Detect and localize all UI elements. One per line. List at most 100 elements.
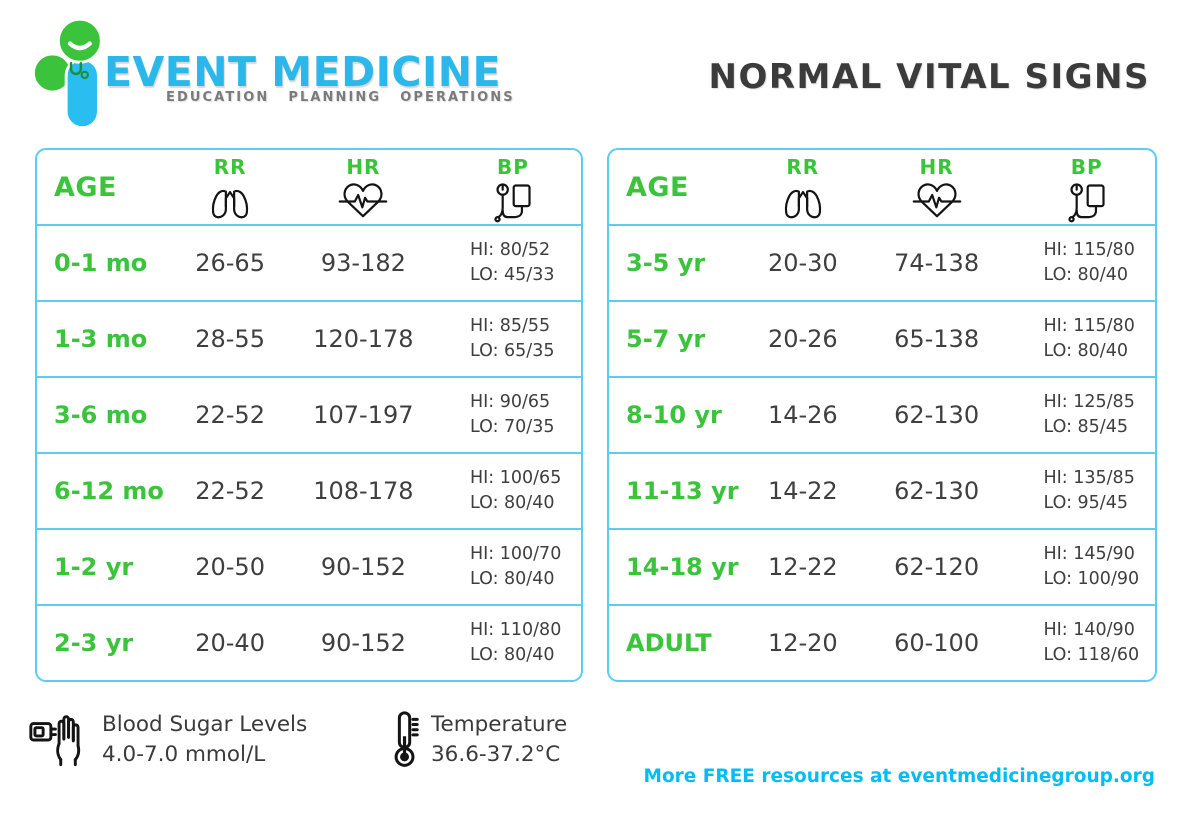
bp-lo-value: LO: 70/35	[469, 417, 555, 437]
bp-column-header: BP	[1018, 150, 1155, 224]
page-title: NORMAL VITAL SIGNS	[708, 57, 1150, 97]
age-column-header: AGE	[626, 171, 690, 203]
hr-cell: 62-130	[894, 477, 980, 505]
bp-hi-value: HI: 115/80	[1043, 316, 1135, 337]
bp-hi-value: HI: 85/55	[469, 316, 551, 337]
table-header: AGE RR HR BP	[37, 150, 581, 224]
bp-hi-value: HI: 110/80	[469, 620, 562, 641]
table-body: 0-1 mo 26-65 93-182 HI: 80/52 LO: 45/33 …	[37, 224, 581, 680]
hr-cell: 62-130	[894, 401, 980, 429]
rr-cell: 28-55	[195, 325, 265, 353]
bp-hi-value: HI: 90/65	[469, 392, 551, 413]
bp-cell: HI: 125/85 LO: 85/45	[1018, 390, 1155, 440]
hr-cell: 60-100	[894, 629, 980, 657]
blood-sugar-legend: Blood Sugar Levels 4.0-7.0 mmol/L	[29, 710, 307, 770]
table-header: AGE RR HR BP	[609, 150, 1155, 224]
hr-cell: 90-152	[320, 553, 406, 581]
age-column-header: AGE	[54, 171, 118, 203]
hr-cell: 74-138	[894, 249, 980, 277]
vitals-tables: AGE RR HR BP	[35, 148, 1157, 682]
vitals-table-children-adults: AGE RR HR BP	[607, 148, 1157, 682]
table-row: 3-6 mo 22-52 107-197 HI: 90/65 LO: 70/35	[37, 376, 581, 452]
table-row: 2-3 yr 20-40 90-152 HI: 110/80 LO: 80/40	[37, 604, 581, 680]
hr-column-header: HR	[282, 150, 445, 224]
bp-lo-value: LO: 80/40	[469, 569, 555, 589]
age-cell: 2-3 yr	[54, 629, 134, 657]
bp-lo-value: LO: 100/90	[1043, 569, 1140, 589]
hr-cell: 107-197	[313, 401, 414, 429]
lungs-icon	[784, 189, 821, 219]
rr-cell: 14-26	[767, 401, 838, 429]
bp-lo-value: LO: 85/45	[1043, 417, 1128, 437]
glucometer-hand-icon	[29, 715, 81, 767]
tagline-word-operations: OPERATIONS	[400, 90, 515, 105]
bp-lo-value: LO: 118/60	[1043, 645, 1140, 665]
bp-lo-value: LO: 80/40	[1043, 341, 1128, 361]
temperature-range: 36.6-37.2°C	[431, 742, 561, 768]
blood-pressure-icon	[1068, 183, 1105, 223]
age-cell: 0-1 mo	[54, 249, 148, 277]
table-row: 6-12 mo 22-52 108-178 HI: 100/65 LO: 80/…	[37, 452, 581, 528]
rr-cell: 12-22	[767, 553, 838, 581]
hr-cell: 65-138	[894, 325, 980, 353]
rr-cell: 12-20	[767, 629, 838, 657]
bp-hi-value: HI: 100/65	[469, 468, 562, 489]
bp-hi-value: HI: 115/80	[1043, 240, 1135, 261]
brand-logo: EVENT MEDICINE EDUCATION PLANNING OPERAT…	[28, 12, 515, 132]
rr-cell: 14-22	[767, 477, 838, 505]
hr-cell: 90-152	[320, 629, 406, 657]
thermometer-icon	[394, 711, 419, 767]
rr-cell: 20-30	[767, 249, 838, 277]
table-row: 3-5 yr 20-30 74-138 HI: 115/80 LO: 80/40	[609, 224, 1155, 300]
bp-lo-value: LO: 45/33	[469, 265, 555, 285]
bp-cell: HI: 140/90 LO: 118/60	[1018, 618, 1155, 668]
rr-cell: 22-52	[195, 401, 265, 429]
bp-hi-value: HI: 125/85	[1043, 392, 1135, 413]
event-medicine-logo-icon	[31, 17, 103, 130]
table-row: 14-18 yr 12-22 62-120 HI: 145/90 LO: 100…	[609, 528, 1155, 604]
hr-cell: 120-178	[313, 325, 414, 353]
table-body: 3-5 yr 20-30 74-138 HI: 115/80 LO: 80/40…	[609, 224, 1155, 680]
bp-cell: HI: 115/80 LO: 80/40	[1018, 314, 1155, 364]
table-row: 5-7 yr 20-26 65-138 HI: 115/80 LO: 80/40	[609, 300, 1155, 376]
age-cell: 8-10 yr	[626, 401, 722, 429]
bp-cell: HI: 145/90 LO: 100/90	[1018, 542, 1155, 592]
age-cell: 14-18 yr	[626, 553, 739, 581]
blood-sugar-label: Blood Sugar Levels	[102, 712, 308, 737]
age-cell: ADULT	[626, 629, 712, 657]
table-row: 11-13 yr 14-22 62-130 HI: 135/85 LO: 95/…	[609, 452, 1155, 528]
rr-column-header: RR	[751, 150, 855, 224]
bp-lo-value: LO: 80/40	[1043, 265, 1128, 285]
age-cell: 1-2 yr	[54, 553, 134, 581]
bp-hi-value: HI: 140/90	[1043, 620, 1135, 641]
table-row: 8-10 yr 14-26 62-130 HI: 125/85 LO: 85/4…	[609, 376, 1155, 452]
rr-cell: 22-52	[195, 477, 265, 505]
bp-cell: HI: 110/80 LO: 80/40	[445, 618, 581, 668]
hr-cell: 93-182	[320, 249, 406, 277]
heart-rate-icon	[912, 183, 961, 218]
bp-hi-value: HI: 100/70	[469, 544, 562, 565]
table-row: 1-3 mo 28-55 120-178 HI: 85/55 LO: 65/35	[37, 300, 581, 376]
table-row: 0-1 mo 26-65 93-182 HI: 80/52 LO: 45/33	[37, 224, 581, 300]
hr-column-header: HR	[855, 150, 1019, 224]
tagline-word-education: EDUCATION	[166, 90, 270, 105]
rr-cell: 20-40	[195, 629, 265, 657]
age-cell: 6-12 mo	[54, 477, 164, 505]
tagline-word-planning: PLANNING	[288, 90, 382, 105]
footer-resources-link[interactable]: More FREE resources at eventmedicinegrou…	[643, 766, 1155, 787]
rr-cell: 20-50	[195, 553, 265, 581]
bp-cell: HI: 115/80 LO: 80/40	[1018, 238, 1155, 288]
table-row: ADULT 12-20 60-100 HI: 140/90 LO: 118/60	[609, 604, 1155, 680]
brand-tagline: EDUCATION PLANNING OPERATIONS	[166, 90, 515, 105]
hr-cell: 108-178	[313, 477, 414, 505]
bp-cell: HI: 135/85 LO: 95/45	[1018, 466, 1155, 516]
brand-text-block: EVENT MEDICINE EDUCATION PLANNING OPERAT…	[104, 52, 515, 106]
bp-hi-value: HI: 80/52	[469, 240, 551, 261]
rr-column-header: RR	[178, 150, 281, 224]
blood-sugar-text: Blood Sugar Levels 4.0-7.0 mmol/L	[102, 710, 307, 770]
age-cell: 11-13 yr	[626, 477, 739, 505]
blood-pressure-icon	[494, 183, 531, 223]
table-row: 1-2 yr 20-50 90-152 HI: 100/70 LO: 80/40	[37, 528, 581, 604]
bp-cell: HI: 100/65 LO: 80/40	[445, 466, 581, 516]
